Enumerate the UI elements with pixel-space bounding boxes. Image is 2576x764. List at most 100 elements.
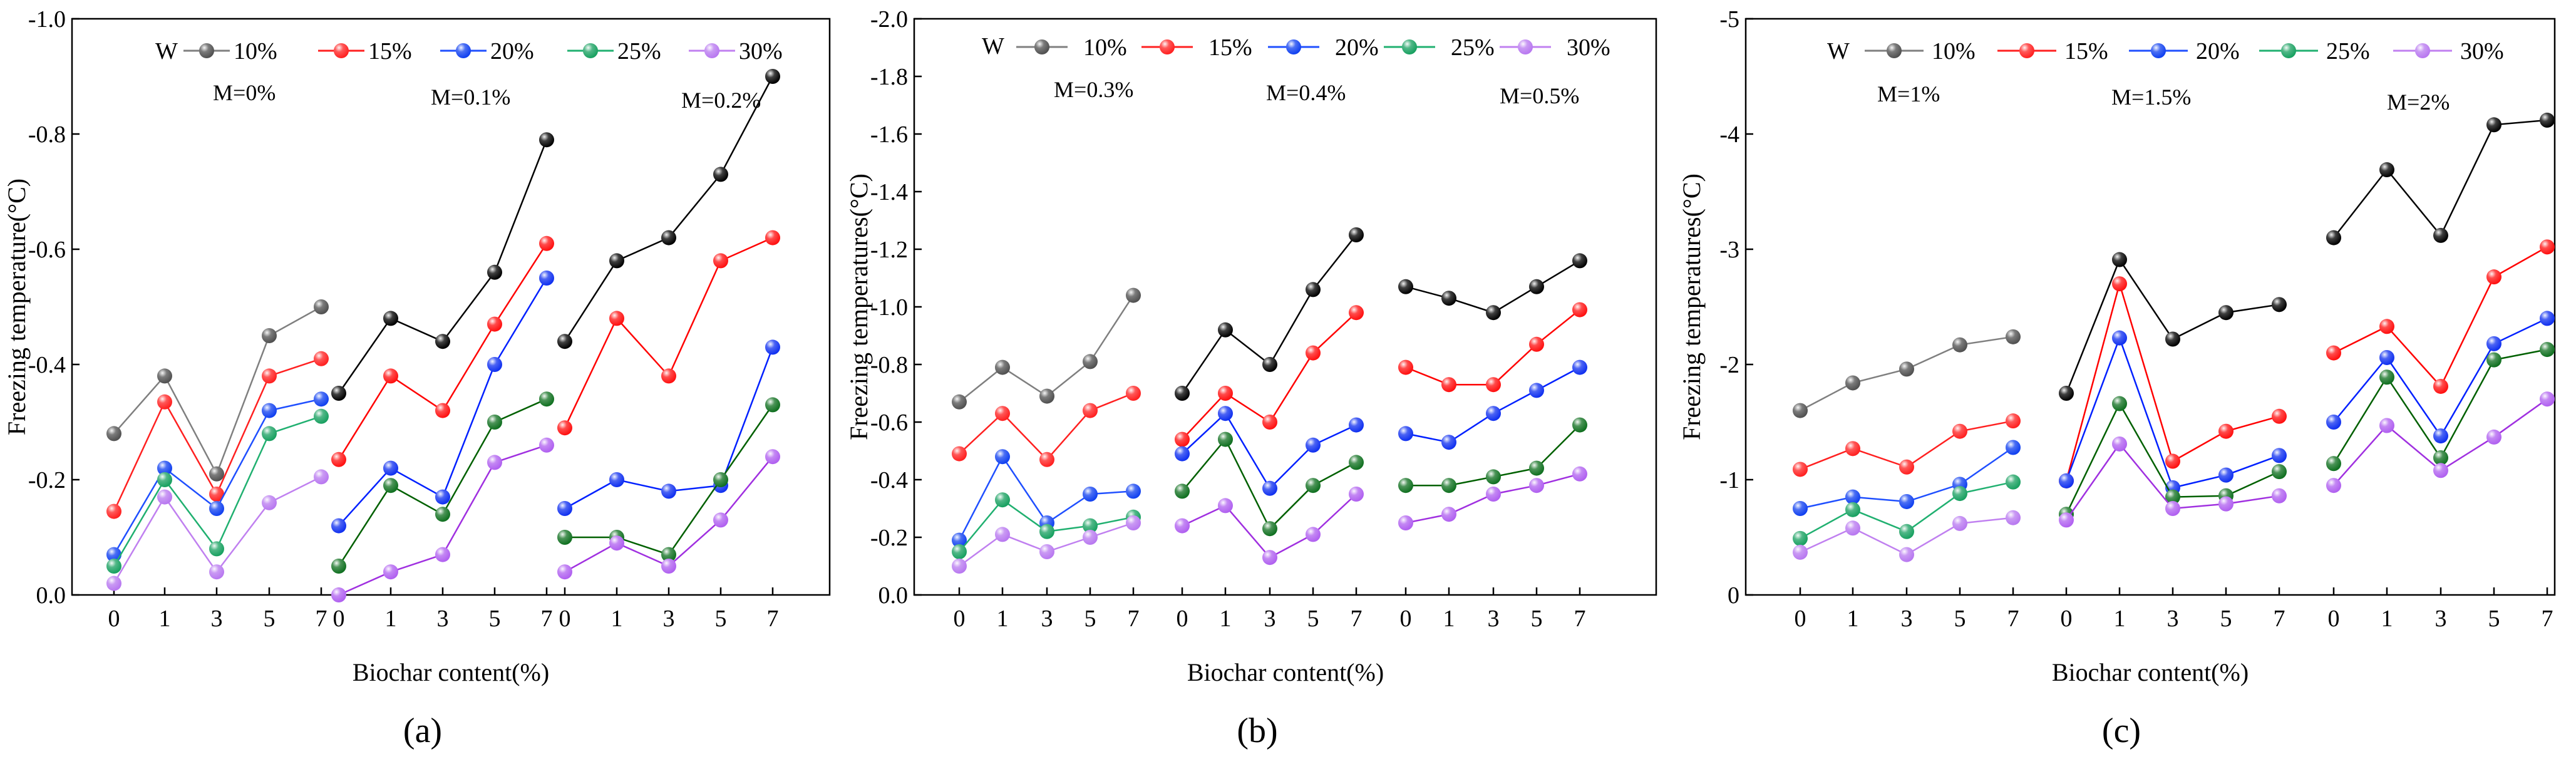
panel-c-data-point-highlight	[1899, 524, 1914, 539]
panel-b-data-point-highlight	[1126, 483, 1141, 499]
panel-a-data-point-highlight	[539, 437, 554, 453]
panel-a-data-point-highlight	[557, 420, 572, 436]
panel-a-y-tick-label: -0.6	[28, 237, 66, 263]
panel-b-data-point-highlight	[1262, 415, 1277, 430]
panel-a-y-tick-label: -1.0	[28, 6, 66, 33]
panel-b-y-tick-label: -1.4	[870, 179, 908, 205]
panel-a-data-point-highlight	[157, 472, 172, 487]
panel-c-data-point-highlight	[2326, 345, 2341, 361]
panel-a-y-tick-label: -0.2	[28, 467, 66, 493]
panel-a-x-tick-label: 0	[108, 606, 120, 632]
panel-a-x-tick-label: 1	[385, 606, 397, 632]
panel-a-data-point-highlight	[713, 253, 728, 269]
panel-c-data-point-highlight	[1793, 403, 1808, 418]
panel-b-series-line	[1405, 309, 1580, 386]
panel-b-data-point-highlight	[1529, 279, 1544, 294]
panel-b-data-point-highlight	[1306, 437, 1321, 453]
panel-a-data-point-highlight	[383, 564, 398, 580]
panel-a-data-point-highlight	[262, 495, 277, 510]
panel-c-data-point-highlight	[2540, 342, 2555, 358]
panel-a-data-point-highlight	[539, 235, 554, 251]
panel-b-legend-label-25: 25%	[1451, 34, 1495, 61]
panel-c-legend: 10% 15% 20% 25% 30%	[1865, 38, 2504, 65]
panel-b-x-tick-label: 1	[997, 606, 1009, 632]
panel-a-data-point-highlight	[539, 132, 554, 148]
panel-c-legend-title: W	[1827, 38, 1850, 65]
panel-c-x-tick-label: 0	[1795, 606, 1806, 632]
panel-a-data-point-highlight	[557, 530, 572, 545]
panel-b-data-point-highlight	[1572, 359, 1587, 375]
panel-b-data-point-highlight	[1262, 480, 1277, 496]
panel-c-x-tick-label: 1	[2381, 606, 2393, 632]
panel-a-data-point-highlight	[557, 564, 572, 580]
panel-b-data-point-highlight	[1175, 518, 1190, 534]
panel-b-data-point-highlight	[995, 492, 1010, 508]
panel-c-series-line	[2333, 119, 2548, 239]
panel-c-data-point-highlight	[1899, 459, 1914, 475]
panel-a-data-point-highlight	[262, 403, 277, 418]
panel-a-legend-marker-highlight	[334, 43, 349, 58]
panel-a: -1.0-0.8-0.6-0.4-0.20.00 1 3 5 7 0 1 3 5 7 0 1 3 5 7 W…	[3, 6, 831, 750]
panel-a-data-point-highlight	[765, 449, 780, 465]
panel-c-data-point-highlight	[2326, 415, 2341, 430]
panel-b-data-point-highlight	[1083, 518, 1098, 534]
panel-a-marks: -1.0-0.8-0.6-0.4-0.20.00 1 3 5 7 0 1 3 5 7 0 1 3 5 7	[28, 6, 780, 632]
panel-a-data-point-highlight	[435, 489, 450, 505]
panel-b-data-point-highlight	[1039, 524, 1054, 539]
panel-b-panel-label: (b)	[1237, 711, 1277, 750]
panel-b-data-point-highlight	[1306, 527, 1321, 542]
panel-a-legend-label-10: 10%	[234, 38, 277, 65]
panel-c-data-point-highlight	[2272, 408, 2287, 424]
panel-b-legend-label-15: 15%	[1208, 34, 1252, 61]
panel-a-x-tick-label: 1	[159, 606, 171, 632]
panel-c-x-tick-label: 3	[1901, 606, 1913, 632]
panel-c-data-point-highlight	[1845, 520, 1860, 536]
panel-a-data-point-highlight	[262, 368, 277, 384]
panel-b-data-point-highlight	[1441, 435, 1456, 450]
panel-c: -5 -4 -3 -2 -1 0 0 1 3 5 7 0 1 3 5 7 0 1 3 5 7 W 10% 15% 20%…	[1677, 6, 2556, 750]
panel-b-data-point-highlight	[1349, 417, 1364, 433]
panel-c-frame	[1744, 18, 2556, 596]
panel-c-legend-marker-highlight	[2151, 43, 2166, 58]
panel-a-x-tick-label: 7	[541, 606, 553, 632]
panel-c-legend-marker-highlight	[2281, 43, 2296, 58]
panel-b-x-tick-label: 1	[1443, 606, 1455, 632]
panel-b-data-point-highlight	[1572, 417, 1587, 433]
panel-c-data-point-highlight	[2433, 450, 2448, 466]
panel-c-group-label-1: M=1%	[1877, 81, 1940, 106]
panel-c-data-point-highlight	[2218, 496, 2233, 512]
panel-a-data-point-highlight	[435, 547, 450, 562]
panel-c-data-point-highlight	[2379, 162, 2394, 178]
panel-b-data-point-highlight	[1486, 305, 1501, 321]
panel-a-series-line	[565, 404, 774, 556]
panel-c-data-point-highlight	[1952, 337, 1967, 353]
panel-c-data-point-highlight	[2218, 423, 2233, 439]
panel-a-data-point-highlight	[557, 501, 572, 516]
panel-b-legend-marker-highlight	[1518, 39, 1533, 54]
panel-c-data-point-highlight	[2165, 453, 2180, 469]
panel-c-data-point-highlight	[2006, 329, 2021, 344]
panel-b: -2.0 -1.8 -1.6 -1.4 -1.2 -1.0 -0.8 -0.6 -0.4 -0.2…	[845, 6, 1657, 750]
panel-c-legend-marker-highlight	[2019, 43, 2034, 58]
panel-a-x-tick-label: 5	[264, 606, 276, 632]
panel-c-data-point-highlight	[2486, 336, 2501, 351]
panel-c-data-point-highlight	[1793, 544, 1808, 560]
panel-c-data-point-highlight	[2433, 378, 2448, 394]
panel-b-data-point-highlight	[1486, 406, 1501, 421]
panel-a-data-point-highlight	[209, 487, 224, 502]
panel-c-data-point-highlight	[2112, 396, 2127, 411]
panel-b-x-tick-label: 0	[1400, 606, 1412, 632]
panel-a-legend-marker-highlight	[199, 43, 214, 58]
panel-c-legend-marker-highlight	[1887, 43, 1902, 58]
panel-b-data-point-highlight	[1441, 377, 1456, 393]
panel-a-legend-label-15: 15%	[368, 38, 412, 65]
panel-a-data-point-highlight	[765, 397, 780, 413]
panel-c-y-tick-label: -1	[1719, 467, 1739, 493]
panel-a-x-tick-label: 7	[316, 606, 327, 632]
panel-c-data-point-highlight	[2165, 331, 2180, 347]
panel-b-group-label-2: M=0.4%	[1266, 80, 1346, 105]
panel-b-data-point-highlight	[1306, 282, 1321, 297]
panel-b-data-point-highlight	[1349, 487, 1364, 502]
panel-a-data-point-highlight	[331, 452, 346, 467]
panel-b-data-point-highlight	[1486, 469, 1501, 485]
